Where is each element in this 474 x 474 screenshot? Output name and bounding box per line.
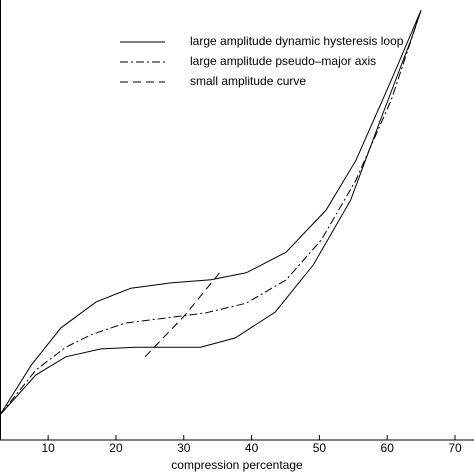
x-tick-label: 20 — [109, 441, 123, 455]
x-axis-label: compression percentage — [171, 458, 303, 472]
x-tick-label: 50 — [313, 441, 327, 455]
series-line — [0, 9, 422, 416]
x-tick-label: 40 — [245, 441, 259, 455]
series-line — [144, 269, 223, 358]
x-tick-label: 30 — [177, 441, 191, 455]
legend-label: large amplitude dynamic hysteresis loop — [190, 34, 404, 48]
x-tick-label: 60 — [381, 441, 395, 455]
series-line — [0, 9, 422, 416]
x-tick-label: 10 — [41, 441, 55, 455]
legend-label: small amplitude curve — [190, 74, 306, 88]
x-tick-label: 70 — [448, 441, 462, 455]
legend-label: large amplitude pseudo–major axis — [190, 54, 376, 68]
